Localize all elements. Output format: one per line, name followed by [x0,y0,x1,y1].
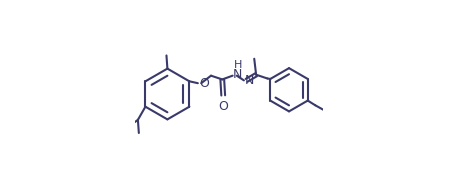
Text: H: H [234,60,242,70]
Text: O: O [199,77,209,90]
Text: O: O [218,100,228,113]
Text: N: N [244,74,254,87]
Text: N: N [233,68,242,81]
